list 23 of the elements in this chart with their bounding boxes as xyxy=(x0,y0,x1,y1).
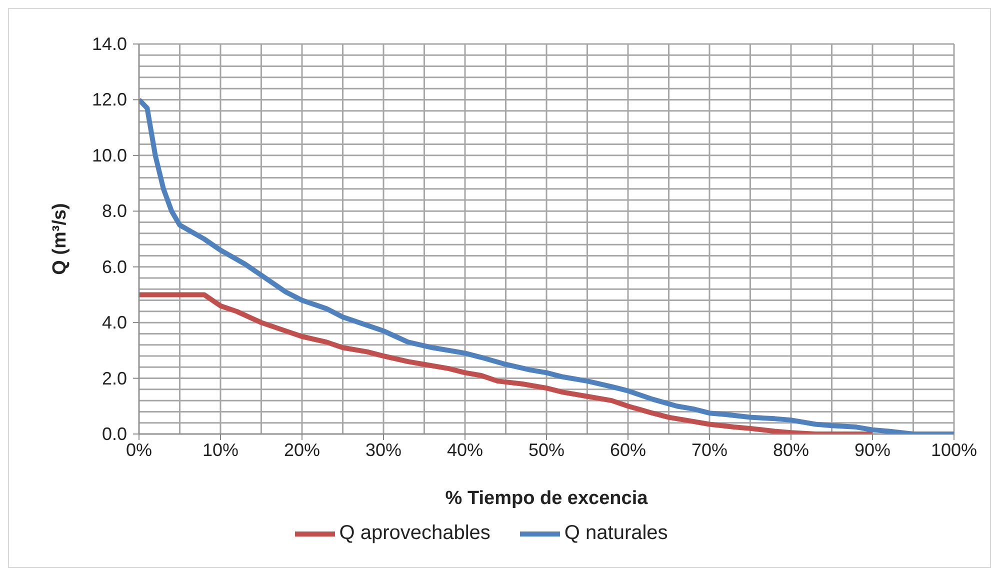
y-tick-label: 4.0 xyxy=(102,312,127,333)
x-tick-label: 60% xyxy=(610,440,646,460)
legend-label: Q naturales xyxy=(564,522,668,544)
y-tick-label: 10.0 xyxy=(92,145,127,166)
y-tick-label: 8.0 xyxy=(102,201,127,222)
x-tick-label: 0% xyxy=(126,440,152,460)
x-axis-title: % Tiempo de excencia xyxy=(445,488,648,509)
x-tick-label: 70% xyxy=(691,440,728,460)
y-tick-label: 14.0 xyxy=(92,34,127,54)
x-tick-label: 100% xyxy=(930,440,978,460)
x-tick-label: 50% xyxy=(528,440,565,460)
y-tick-label: 2.0 xyxy=(102,368,127,388)
x-tick-label: 20% xyxy=(284,440,320,460)
x-tick-label: 40% xyxy=(446,440,484,460)
y-tick-label: 6.0 xyxy=(102,256,127,277)
legend-label: Q aprovechables xyxy=(339,522,490,544)
y-tick-label: 0.0 xyxy=(102,424,127,444)
x-tick-label: 30% xyxy=(365,440,402,460)
y-tick-label: 12.0 xyxy=(92,90,127,110)
x-tick-label: 80% xyxy=(772,440,810,460)
y-axis-title: Q (m³/s) xyxy=(50,203,71,275)
x-tick-label: 90% xyxy=(854,440,891,460)
x-tick-label: 10% xyxy=(202,440,239,460)
